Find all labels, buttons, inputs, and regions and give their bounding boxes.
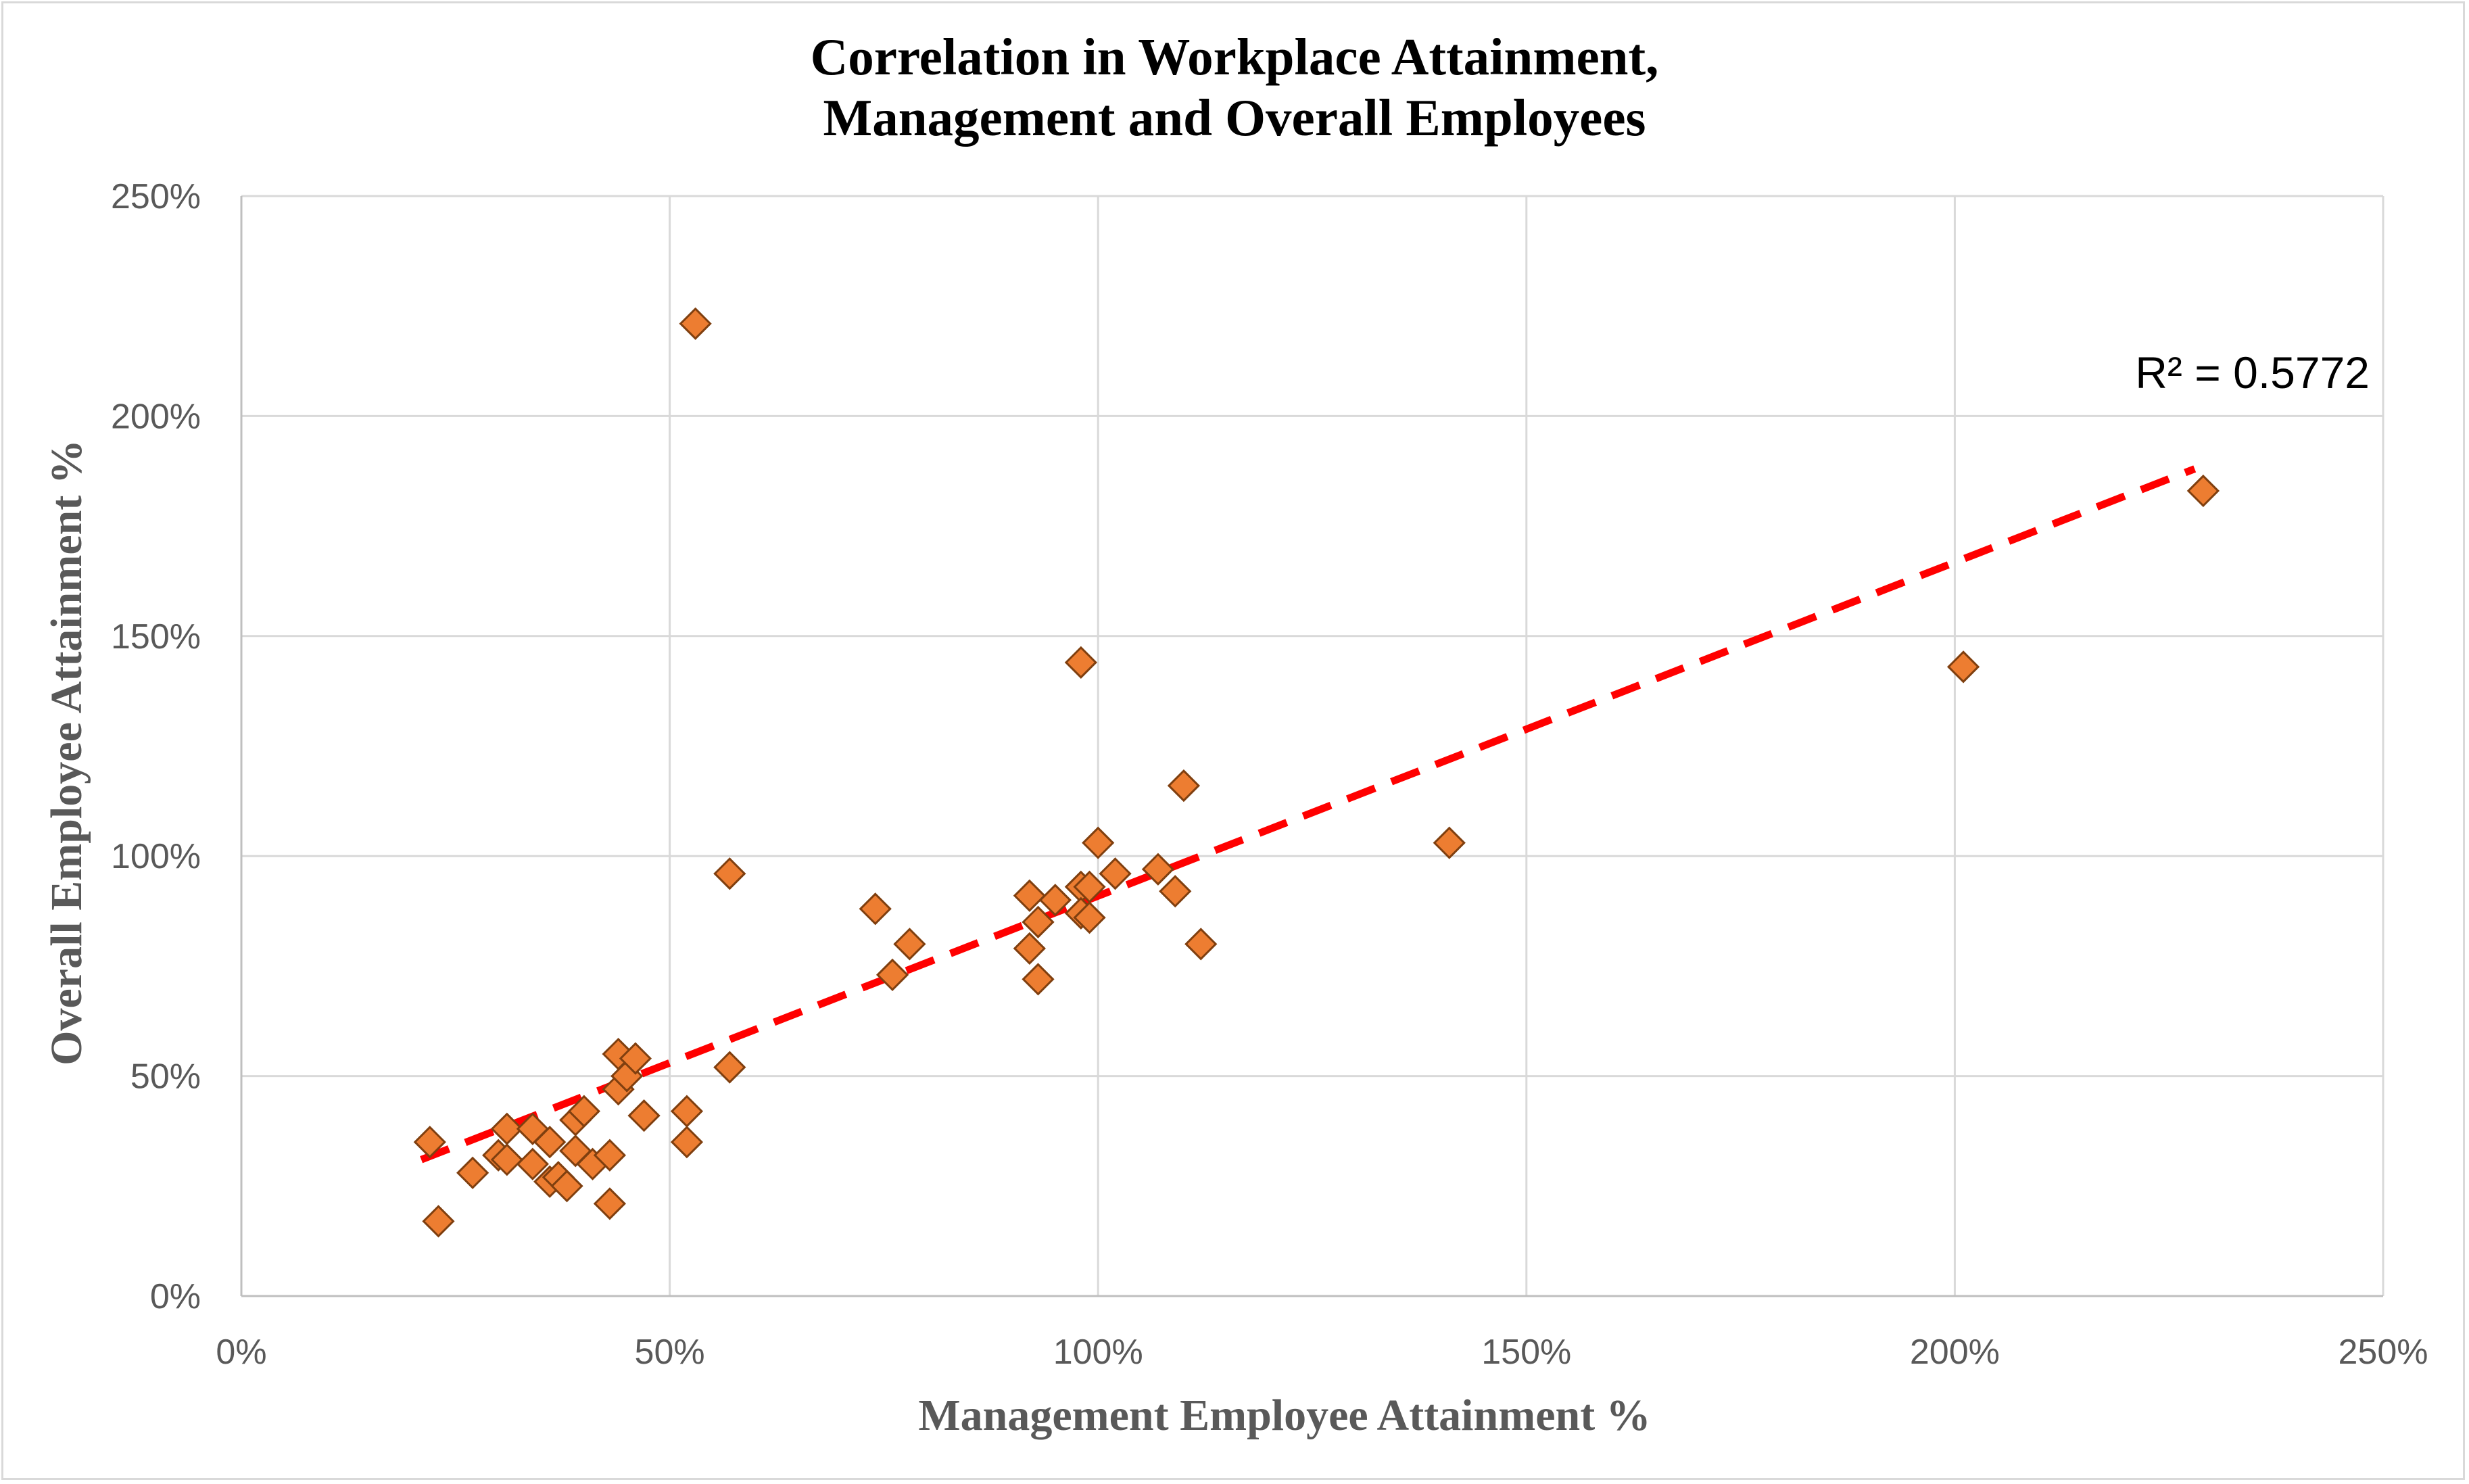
data-point bbox=[619, 1042, 652, 1075]
chart-title-line-2: Management and Overall Employees bbox=[823, 89, 1646, 147]
data-point bbox=[567, 1095, 601, 1128]
data-point bbox=[1167, 769, 1201, 803]
y-tick-label: 150% bbox=[111, 617, 201, 656]
r-squared-label: R² = 0.5772 bbox=[2135, 348, 2370, 398]
data-point bbox=[1099, 857, 1132, 890]
data-point bbox=[422, 1205, 455, 1238]
trendline-line bbox=[420, 465, 2197, 1164]
y-tick-label: 100% bbox=[111, 837, 201, 876]
data-point bbox=[413, 1126, 446, 1159]
data-point bbox=[1159, 875, 1192, 908]
data-point bbox=[550, 1170, 583, 1203]
trendline bbox=[420, 465, 2197, 1164]
x-tick-label: 100% bbox=[1053, 1333, 1143, 1372]
data-point bbox=[1013, 879, 1046, 912]
data-point bbox=[713, 857, 746, 890]
y-tick-label: 250% bbox=[111, 177, 201, 216]
data-point bbox=[670, 1095, 704, 1128]
x-tick-label: 50% bbox=[635, 1333, 705, 1372]
data-point bbox=[893, 928, 926, 961]
data-point bbox=[670, 1126, 704, 1159]
x-tick-label: 150% bbox=[1481, 1333, 1571, 1372]
x-tick-label: 250% bbox=[2339, 1333, 2428, 1372]
data-point bbox=[876, 958, 909, 992]
data-point bbox=[593, 1187, 627, 1220]
data-point bbox=[1073, 901, 1106, 934]
tick-labels: 0% 50% 100% 150% 200% 250% 0% 50% 100% 150% 200% 25… bbox=[111, 177, 2428, 1372]
data-point bbox=[1082, 826, 1115, 859]
data-point bbox=[679, 307, 712, 340]
y-tick-label: 0% bbox=[150, 1277, 201, 1316]
grid bbox=[241, 195, 2384, 1296]
data-point bbox=[627, 1099, 661, 1132]
data-point bbox=[593, 1139, 627, 1172]
data-point bbox=[1141, 853, 1175, 886]
data-point bbox=[1038, 884, 1072, 917]
chart-title-line-1: Correlation in Workplace Attainment, bbox=[811, 28, 1659, 86]
data-points bbox=[413, 307, 2220, 1238]
data-point bbox=[1022, 905, 1055, 938]
x-tick-label: 200% bbox=[1910, 1333, 2000, 1372]
data-point bbox=[1013, 932, 1046, 965]
data-point bbox=[1064, 646, 1097, 679]
data-point bbox=[859, 892, 892, 926]
data-point bbox=[1022, 963, 1055, 996]
axes bbox=[240, 196, 2383, 1297]
x-tick-label: 0% bbox=[216, 1333, 266, 1372]
data-point bbox=[1946, 650, 1980, 684]
x-axis-title: Management Employee Attainment % bbox=[918, 1391, 1650, 1440]
y-axis-title: Overall Employee Attainment % bbox=[42, 439, 91, 1066]
data-point bbox=[1184, 928, 1218, 961]
data-point bbox=[713, 1051, 746, 1084]
data-point bbox=[490, 1143, 523, 1176]
data-point bbox=[2186, 474, 2220, 508]
data-point bbox=[533, 1126, 567, 1159]
y-tick-label: 50% bbox=[130, 1057, 201, 1097]
data-point bbox=[1433, 826, 1466, 859]
y-tick-label: 200% bbox=[111, 397, 201, 436]
data-point bbox=[516, 1147, 549, 1180]
data-point bbox=[456, 1156, 489, 1189]
